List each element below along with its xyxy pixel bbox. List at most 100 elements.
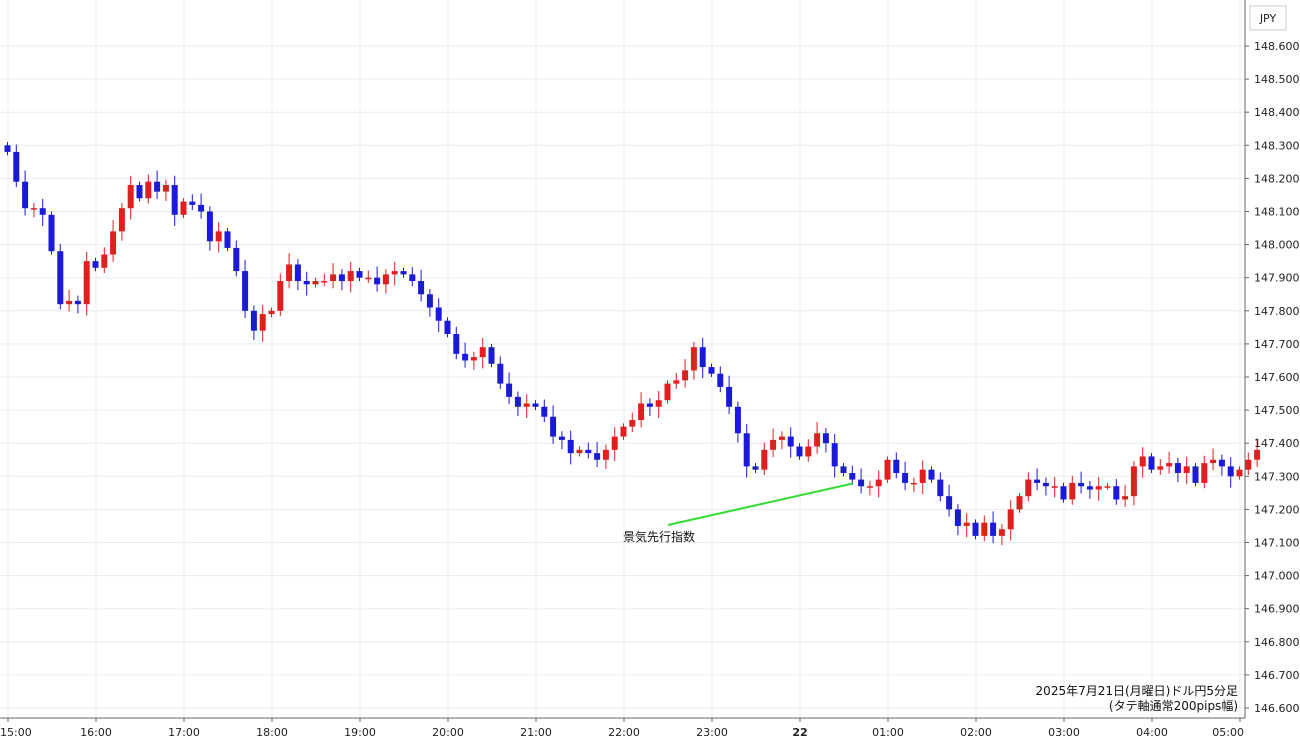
annotation: 景気先行指数 (623, 482, 853, 544)
candle-body (418, 281, 425, 295)
candle-body (682, 370, 689, 381)
candle (462, 342, 469, 368)
candle-body (963, 522, 970, 526)
candle-body (215, 231, 222, 242)
candle-body (1254, 449, 1261, 460)
candle-body (250, 310, 257, 331)
candle (1104, 482, 1111, 490)
candle (866, 480, 873, 496)
candle (215, 222, 222, 253)
candle-body (1218, 459, 1225, 467)
candle (673, 373, 680, 389)
candle-body (462, 353, 469, 361)
candle (981, 515, 988, 542)
candle (893, 452, 900, 479)
candle (541, 399, 548, 423)
candle (312, 277, 319, 288)
candle-body (39, 208, 46, 215)
candle (356, 267, 363, 282)
candle (699, 337, 706, 379)
candle-body (127, 185, 134, 209)
candle (400, 267, 407, 278)
price-axis: 148.600 148.500 148.400 148.300 148.200 148.1… (1245, 40, 1300, 715)
candle-body (66, 300, 73, 305)
candle-body (814, 433, 821, 447)
candle (206, 206, 213, 251)
candle-body (488, 347, 495, 364)
candle (470, 351, 477, 370)
candle (277, 273, 284, 317)
x-tick-label: 20:00 (432, 726, 464, 739)
x-tick-label: 19:00 (344, 726, 376, 739)
y-tick-label: 146.800 (1254, 636, 1300, 649)
candle-body (154, 181, 161, 192)
candle (488, 343, 495, 368)
time-axis: 15:00 16:00 17:00 18:00 19:00 20:00 21:00 22:00… (0, 718, 1244, 739)
candle-body (4, 145, 11, 152)
candle-body (312, 281, 319, 285)
candle-body (1016, 496, 1023, 510)
x-tick-label: 17:00 (168, 726, 200, 739)
candle (286, 253, 293, 289)
candle-body (409, 274, 416, 282)
candle-body (145, 181, 152, 199)
candle (497, 356, 504, 389)
candle-body (532, 403, 539, 407)
candle (1122, 484, 1129, 507)
candle-body (1201, 463, 1208, 483)
candle-body (1051, 486, 1058, 488)
candle-body (567, 439, 574, 454)
candle (1095, 476, 1102, 501)
candle-body (998, 529, 1005, 536)
candle (655, 390, 662, 419)
candle-body (321, 281, 328, 283)
y-tick-label: 148.000 (1254, 239, 1300, 252)
candle-body (92, 261, 99, 268)
candle (136, 181, 143, 202)
candle (1034, 468, 1041, 491)
x-tick-label: 04:00 (1136, 726, 1168, 739)
candle (770, 428, 777, 458)
y-tick-label: 148.200 (1254, 172, 1300, 185)
candle (1201, 455, 1208, 489)
candle-body (1236, 469, 1243, 477)
y-tick-label: 147.500 (1254, 404, 1300, 417)
candle-body (224, 231, 231, 248)
candle (110, 220, 117, 262)
candle (875, 470, 882, 498)
candle (224, 228, 231, 252)
candle (1157, 459, 1164, 475)
candle-body (30, 208, 37, 210)
candle-body (365, 277, 372, 280)
candle (594, 441, 601, 468)
candle (1086, 480, 1093, 499)
candle-body (400, 271, 407, 275)
candle (321, 273, 328, 287)
candle-body (110, 231, 117, 255)
candle (444, 317, 451, 338)
candle (1245, 452, 1252, 475)
y-tick-label: 146.700 (1254, 669, 1300, 682)
candle (30, 202, 37, 218)
candle (1183, 457, 1190, 485)
x-tick-label: 18:00 (256, 726, 288, 739)
candle (1060, 482, 1067, 503)
candle-body (770, 439, 777, 450)
candle (1236, 466, 1243, 480)
candle (39, 198, 46, 227)
candle (1042, 477, 1049, 496)
y-tick-label: 146.900 (1254, 603, 1300, 616)
candle-body (303, 281, 310, 285)
candle (268, 307, 275, 318)
candle (259, 304, 266, 342)
candle-body (180, 201, 187, 215)
candle (858, 468, 865, 494)
candle-body (259, 314, 266, 331)
candle-body (1060, 486, 1067, 500)
x-tick-label: 23:00 (696, 726, 728, 739)
candle-body (620, 426, 627, 437)
candle-body (849, 472, 856, 480)
candle (347, 261, 354, 293)
candle (189, 194, 196, 211)
